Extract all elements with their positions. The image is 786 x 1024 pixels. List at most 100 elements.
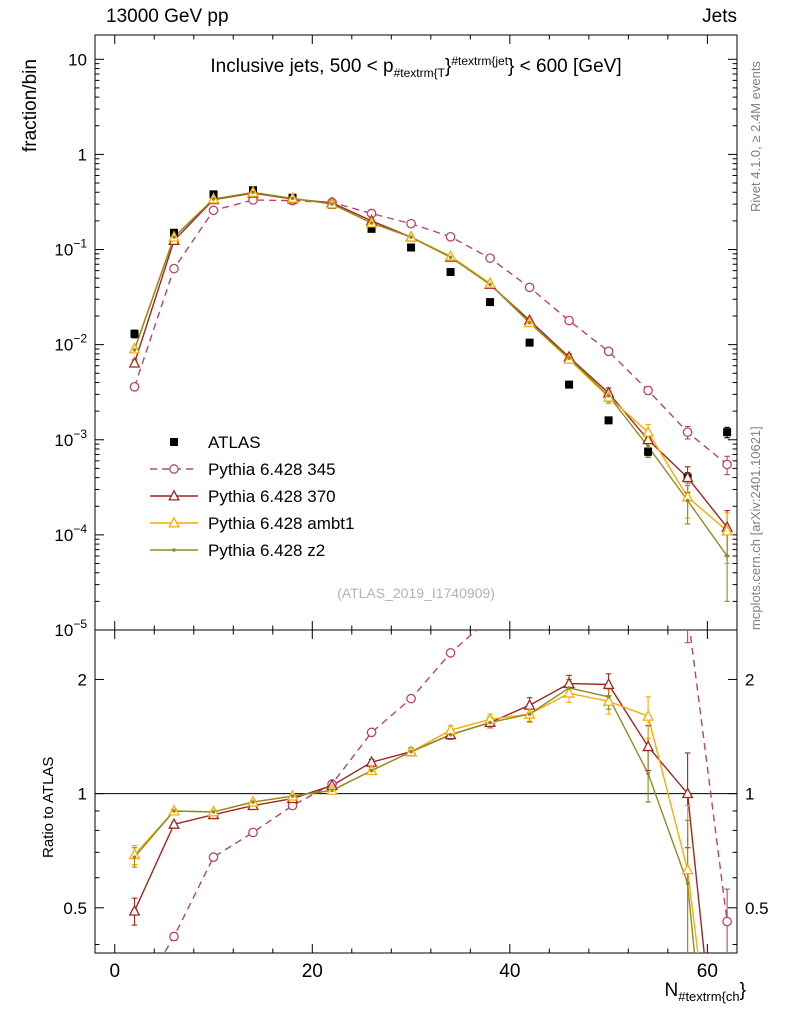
plot-title-post: } < 600 [GeV] [508,56,622,77]
marker-triangle-open [168,489,180,501]
marker-triangle-open [642,425,654,437]
main-y-tick-label: 10−5 [54,617,87,640]
analysis-id-watermark: (ATLAS_2019_I1740909) [337,585,495,601]
marker-triangle-open [602,694,615,706]
marker-circle-open [722,459,732,470]
marker-circle-open [524,282,535,293]
x-tick-label: 40 [499,961,520,982]
marker-circle-open [169,931,179,942]
main-y-axis-title: fraction/bin [20,59,41,152]
x-tick-label: 20 [302,961,323,982]
series-layer [128,630,732,953]
marker-dot [646,444,650,449]
marker-triangle-open [128,356,141,368]
main-y-tick-label: 10−3 [54,427,87,450]
ratio-y-tick-label-right: 2 [745,670,754,689]
marker-dot [409,749,413,754]
marker-dot [567,686,571,690]
marker-dot [527,712,532,716]
marker-square [486,298,495,307]
marker-square [446,268,455,277]
marker-dot [211,810,216,814]
marker-dot [646,771,650,776]
marker-circle-open [366,727,377,738]
series-line-ambt1 [133,191,728,532]
marker-dot [725,554,729,558]
marker-triangle-open [168,817,180,829]
process-label: Jets [702,6,737,27]
marker-dot [527,320,532,325]
main-y-tick-label: 10 [68,50,87,69]
marker-triangle-open [642,709,654,721]
marker-dot [606,393,611,398]
ratio-panel-frame [94,629,738,954]
marker-circle-open [248,827,258,838]
legend-label-atlas: ATLAS [208,433,261,452]
legend: ATLAS Pythia 6.428 345 Pythia 6.428 370 Pyt… [150,433,354,560]
marker-square [604,416,613,425]
series-line-z2 [133,687,696,953]
ratio-y-tick-label-right: 0.5 [745,899,769,918]
marker-dot [369,768,374,773]
beam-energy-label: 13000 GeV pp [106,6,229,27]
main-y-tick-label: 10−1 [54,237,87,260]
marker-square [723,428,732,437]
marker-square [130,329,139,338]
series-layer [128,185,734,602]
marker-triangle-open [642,740,654,752]
marker-circle-open [129,381,140,392]
legend-label-p345: Pythia 6.428 345 [208,460,336,479]
marker-circle-open [643,385,653,396]
main-y-tick-label: 1 [78,145,87,164]
marker-triangle-open [563,686,575,698]
marker-dot [448,255,453,260]
marker-square [170,438,178,446]
x-tick-label: 0 [109,961,120,982]
legend-label-p370: Pythia 6.428 370 [208,487,336,506]
series-line-p370 [133,682,705,953]
marker-dot [290,794,295,798]
marker-circle-open [722,916,732,927]
x-axis-title-sub: #textrm{ch [678,989,740,1004]
marker-circle-open [445,648,456,658]
marker-square [525,338,534,347]
plot-title-mid: } [444,56,452,77]
marker-square [407,243,416,252]
x-axis-title: N#textrm{ch} [664,980,746,1004]
marker-dot [606,694,611,699]
legend-label-ambt1: Pythia 6.428 ambt1 [208,514,354,533]
marker-dot [251,800,255,804]
marker-circle-open [208,205,219,216]
marker-triangle-open [681,863,694,875]
marker-dot [685,498,690,503]
marker-circle-open [564,315,574,326]
marker-triangle-open [602,677,615,690]
main-panel-frame [94,34,738,631]
marker-triangle-open [128,904,141,916]
marker-dot [330,202,334,206]
series-line-z2 [133,191,728,557]
series-line-p345 [133,199,728,466]
marker-dot [330,788,334,793]
plot-title-pre: Inclusive jets, 500 < p [210,56,394,77]
mcplots-reference-label: mcplots.cern.ch [arXiv:2401.10621] [748,426,763,630]
marker-dot [369,221,374,225]
marker-triangle-open [681,787,694,799]
marker-dot [132,855,137,859]
marker-square [565,380,574,389]
x-axis-title-pre: N [664,980,679,1001]
marker-triangle-open [642,433,654,445]
marker-dot [488,282,492,287]
marker-square [644,447,653,456]
ratio-y-tick-label-left: 1 [78,785,87,804]
plot-title-sup: #textrm{jet [451,54,509,68]
legend-label-z2: Pythia 6.428 z2 [208,541,325,560]
main-y-tick-label: 10−2 [54,332,87,355]
x-axis-title-post: } [739,980,746,1001]
main-y-tick-label: 10−4 [54,522,87,545]
marker-dot [211,197,216,201]
marker-dot [251,190,255,195]
marker-circle-open [208,852,219,862]
